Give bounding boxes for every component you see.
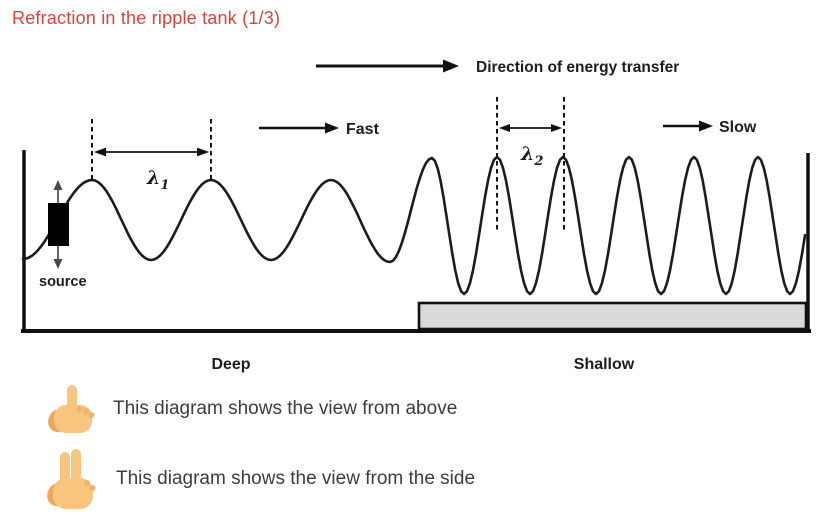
slow-label: Slow [719, 119, 757, 136]
source-block [48, 203, 69, 246]
option-view-from-above[interactable]: This diagram shows the view from above [44, 384, 457, 434]
fast-label: Fast [346, 121, 380, 138]
fast-arrow-icon [259, 122, 339, 134]
shallow-shelf-block [417, 301, 808, 331]
two-finger-hand-icon [47, 449, 96, 509]
source-up-arrow-icon [53, 180, 63, 190]
energy-transfer-arrow-icon [316, 59, 459, 73]
lambda1-measure: λ1 [91, 119, 212, 193]
option-text: This diagram shows the view from above [113, 398, 458, 419]
deep-label: Deep [211, 356, 250, 373]
page-title: Refraction in the ripple tank (1/3) [12, 8, 281, 28]
source-dipper [48, 180, 69, 269]
option-text: This diagram shows the view from the sid… [116, 468, 476, 489]
option-view-from-side[interactable]: This diagram shows the view from the sid… [44, 448, 475, 510]
lambda2-measure: λ2 [496, 97, 565, 232]
lambda2-label: λ2 [520, 143, 543, 169]
source-label: source [39, 274, 87, 290]
wave-line [21, 155, 807, 296]
energy-transfer-label: Direction of energy transfer [476, 59, 679, 76]
lambda1-label: λ1 [146, 167, 169, 193]
source-down-arrow-icon [53, 259, 63, 269]
shallow-label: Shallow [574, 356, 635, 373]
one-finger-hand-icon [48, 385, 95, 433]
ripple-tank-diagram: Direction of energy transfer Fast Slow [21, 59, 811, 373]
slow-arrow-icon [663, 120, 713, 132]
